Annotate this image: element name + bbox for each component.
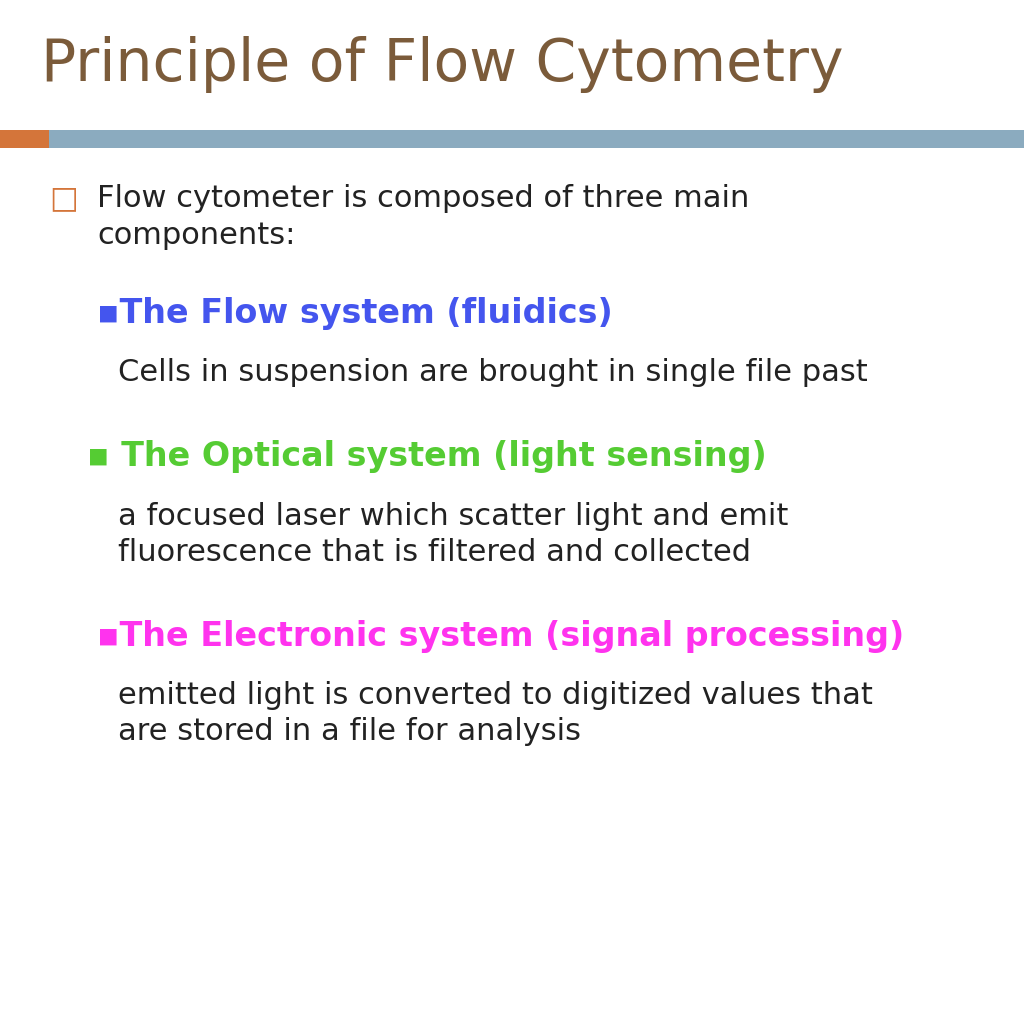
Text: Principle of Flow Cytometry: Principle of Flow Cytometry: [41, 36, 844, 93]
Text: ▪The Electronic system (signal processing): ▪The Electronic system (signal processin…: [97, 620, 904, 652]
Text: ▪ The Optical system (light sensing): ▪ The Optical system (light sensing): [87, 440, 767, 473]
Text: □: □: [49, 184, 78, 213]
Text: a focused laser which scatter light and emit
fluorescence that is filtered and c: a focused laser which scatter light and …: [118, 502, 788, 566]
Bar: [49, 130, 1024, 148]
Text: ▪The Flow system (fluidics): ▪The Flow system (fluidics): [97, 297, 613, 330]
Text: Flow cytometer is composed of three main
components:: Flow cytometer is composed of three main…: [97, 184, 750, 251]
Text: emitted light is converted to digitized values that
are stored in a file for ana: emitted light is converted to digitized …: [118, 681, 872, 745]
Text: Cells in suspension are brought in single file past: Cells in suspension are brought in singl…: [118, 358, 867, 387]
Bar: [0, 130, 49, 148]
